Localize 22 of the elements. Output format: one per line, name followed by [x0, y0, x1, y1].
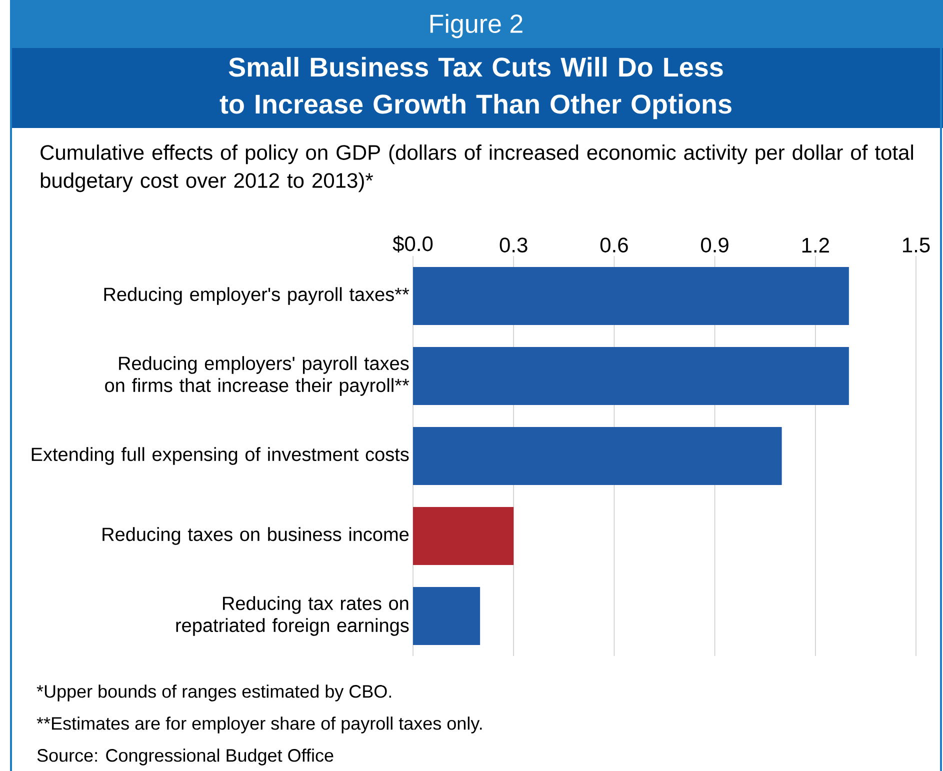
- text: **Estimates are for employer share of payroll taxes only.: [36, 716, 482, 734]
- y-tick-label: Reducing employer's payroll taxes**: [104, 287, 410, 305]
- bar: [413, 346, 849, 405]
- x-tick-label: 1.2: [802, 238, 829, 252]
- x-tick-label: $0.0: [392, 235, 433, 252]
- chart-title: Small Business Tax Cuts Will Do Less to Increase Growth Than Other Options: [220, 56, 732, 120]
- x-tick-label: 0.6: [600, 238, 628, 252]
- caption: Figure 2: [430, 14, 522, 38]
- y-tick-label: Reducing employers' payroll taxes on firms that increase their payroll**: [105, 356, 410, 396]
- bar: [413, 586, 480, 645]
- text: *Upper bounds of ranges estimated by CBO.: [36, 684, 392, 702]
- bar: [413, 506, 514, 565]
- x-tick-label: 0.9: [701, 238, 728, 252]
- x-tick-label: 1.5: [903, 238, 930, 252]
- source-note: Source: Congressional Budget Office: [37, 748, 334, 766]
- chart-subtitle: Cumulative effects of policy on GDP (dollars of increased economic activity per dollar of total budgetary cost over 2012 to 2013)*: [40, 144, 913, 192]
- bar: [413, 266, 849, 325]
- bar: [413, 426, 782, 485]
- y-tick-label: Reducing taxes on business income: [102, 527, 409, 545]
- y-tick-label: Extending full expensing of investment costs: [32, 447, 409, 465]
- y-tick-label: Reducing tax rates on repatriated foreign earnings: [176, 596, 409, 636]
- x-tick-label: 0.3: [500, 238, 528, 252]
